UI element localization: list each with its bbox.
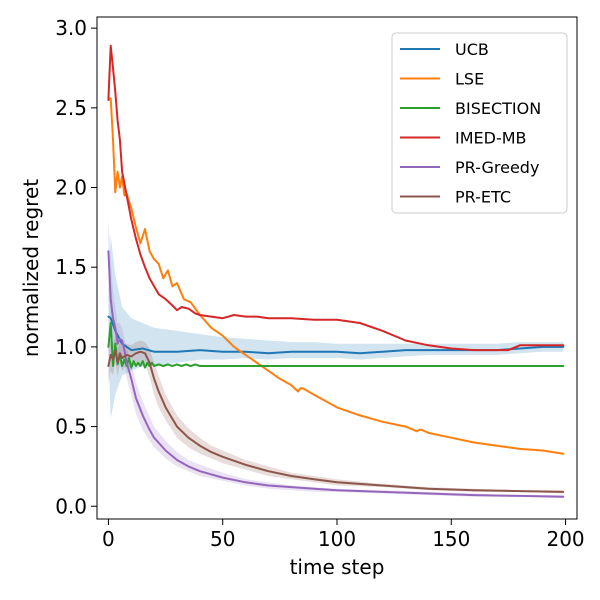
x-tick-label-100: 100 <box>318 527 356 551</box>
y-tick-label-2.0: 2.0 <box>55 176 87 200</box>
x-tick-label-200: 200 <box>546 527 584 551</box>
y-tick-label-1.5: 1.5 <box>55 255 87 279</box>
y-tick-label-0.0: 0.0 <box>55 494 87 518</box>
legend-label-pr-greedy: PR-Greedy <box>455 158 539 177</box>
legend-label-ucb: UCB <box>455 40 489 59</box>
y-tick-label-3.0: 3.0 <box>55 16 87 40</box>
y-axis-label: normalized regret <box>19 179 43 357</box>
legend-label-lse: LSE <box>455 70 484 89</box>
x-axis-ticks: 0 50 100 150 200 <box>102 519 585 551</box>
series-lines <box>107 44 565 498</box>
y-tick-label-1.0: 1.0 <box>55 335 87 359</box>
pr-etc-line <box>107 349 565 493</box>
x-tick-label-0: 0 <box>102 527 115 551</box>
imed-mb-line <box>107 44 565 352</box>
x-tick-label-50: 50 <box>210 527 235 551</box>
y-axis-ticks: 0.0 0.5 1.0 1.5 2.0 2.5 3.0 <box>55 16 97 518</box>
pr-etc-confidence-band <box>108 337 564 494</box>
legend-label-bisection: BISECTION <box>455 99 541 118</box>
pr-greedy-line <box>107 250 565 498</box>
x-tick-label-150: 150 <box>432 527 470 551</box>
legend-frame <box>391 32 568 214</box>
y-tick-label-0.5: 0.5 <box>55 415 87 439</box>
legend-label-imed-mb: IMED-MB <box>455 129 527 148</box>
x-axis-label: time step <box>290 555 385 579</box>
y-tick-label-2.5: 2.5 <box>55 96 87 120</box>
bisection-line <box>107 322 565 369</box>
legend-label-pr-etc: PR-ETC <box>455 188 511 207</box>
confidence-bands <box>108 219 564 499</box>
legend: UCB LSE BISECTION IMED-MB PR-Greedy PR-ETC <box>391 32 568 214</box>
